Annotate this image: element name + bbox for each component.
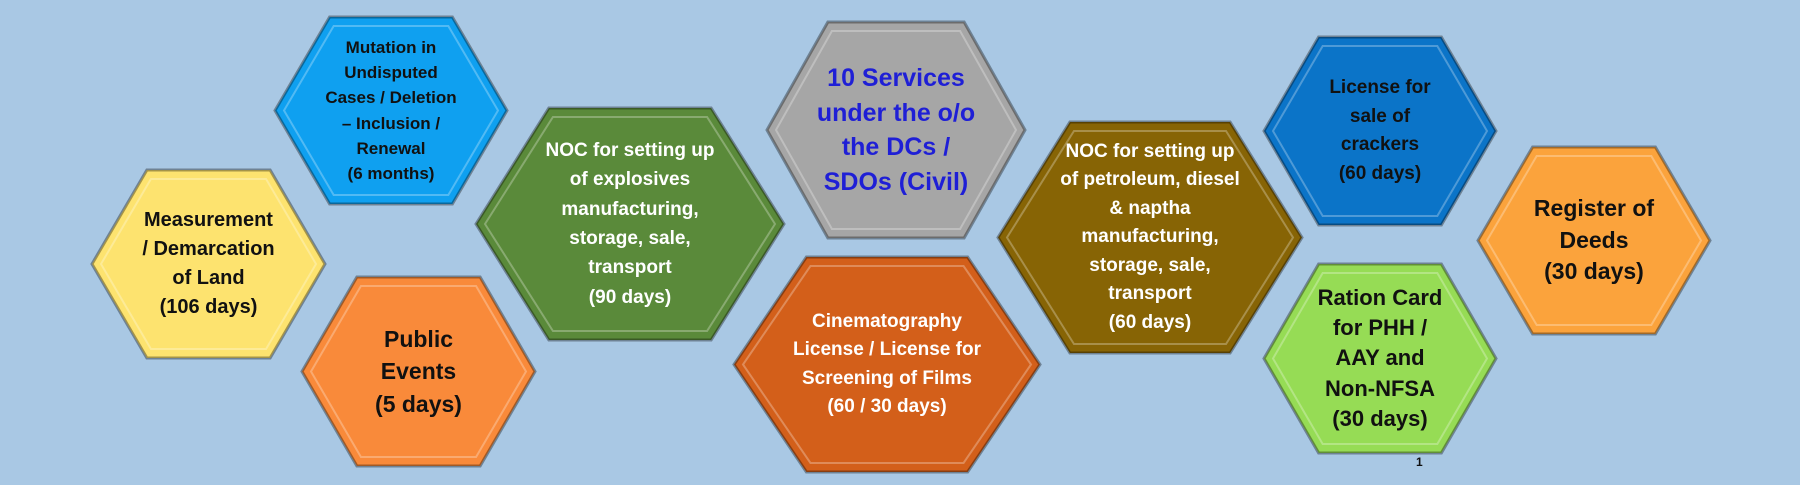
hex-noc-petroleum: NOC for setting up of petroleum, diesel … — [996, 120, 1304, 355]
page-number: 1 — [1416, 455, 1423, 469]
hexagon-label: License for sale of crackers (60 days) — [1329, 77, 1431, 184]
hexagon-label: Register of Deeds (30 days) — [1533, 194, 1655, 285]
hexagon-label: Ration Card for PHH / AAY and Non-NFSA (… — [1317, 284, 1443, 432]
hex-ration-card: Ration Card for PHH / AAY and Non-NFSA (… — [1262, 262, 1498, 455]
hexagon-shape — [732, 255, 1042, 474]
hexagon-shape — [1476, 145, 1712, 336]
hexagon-label: Measurement / Demarcation of Land (106 d… — [142, 209, 275, 318]
hexagon-label: Mutation in Undisputed Cases / Deletion … — [325, 38, 457, 183]
hex-measurement-demarcation: Measurement / Demarcation of Land (106 d… — [90, 168, 327, 360]
hexagon-shape — [300, 275, 537, 468]
hexagon-label: Public Events (5 days) — [375, 326, 462, 417]
hexagon-shape — [273, 15, 509, 206]
hexagon-shape — [996, 120, 1304, 355]
hexagon-label: NOC for setting up of explosives manufac… — [545, 139, 715, 308]
hexagon-shape — [765, 20, 1027, 240]
hex-noc-explosives: NOC for setting up of explosives manufac… — [474, 106, 786, 342]
hex-mutation-undisputed-cases: Mutation in Undisputed Cases / Deletion … — [273, 15, 509, 206]
hexagon-shape — [1262, 262, 1498, 455]
hexagon-label: Cinematography License / License for Scr… — [793, 310, 981, 418]
hexagon-label: NOC for setting up of petroleum, diesel … — [1060, 140, 1240, 333]
hex-license-crackers: License for sale of crackers (60 days) — [1262, 35, 1498, 227]
hex-cinematography-license: Cinematography License / License for Scr… — [732, 255, 1042, 474]
hex-center-title: 10 Services under the o/o the DCs / SDOs… — [765, 20, 1027, 240]
hexagon-shape — [474, 106, 786, 342]
hex-public-events: Public Events (5 days) — [300, 275, 537, 468]
hexagon-shape — [90, 168, 327, 360]
hexagon-label: 10 Services under the o/o the DCs / SDOs… — [816, 64, 976, 196]
hexagon-shape — [1262, 35, 1498, 227]
hex-register-of-deeds: Register of Deeds (30 days) — [1476, 145, 1712, 336]
